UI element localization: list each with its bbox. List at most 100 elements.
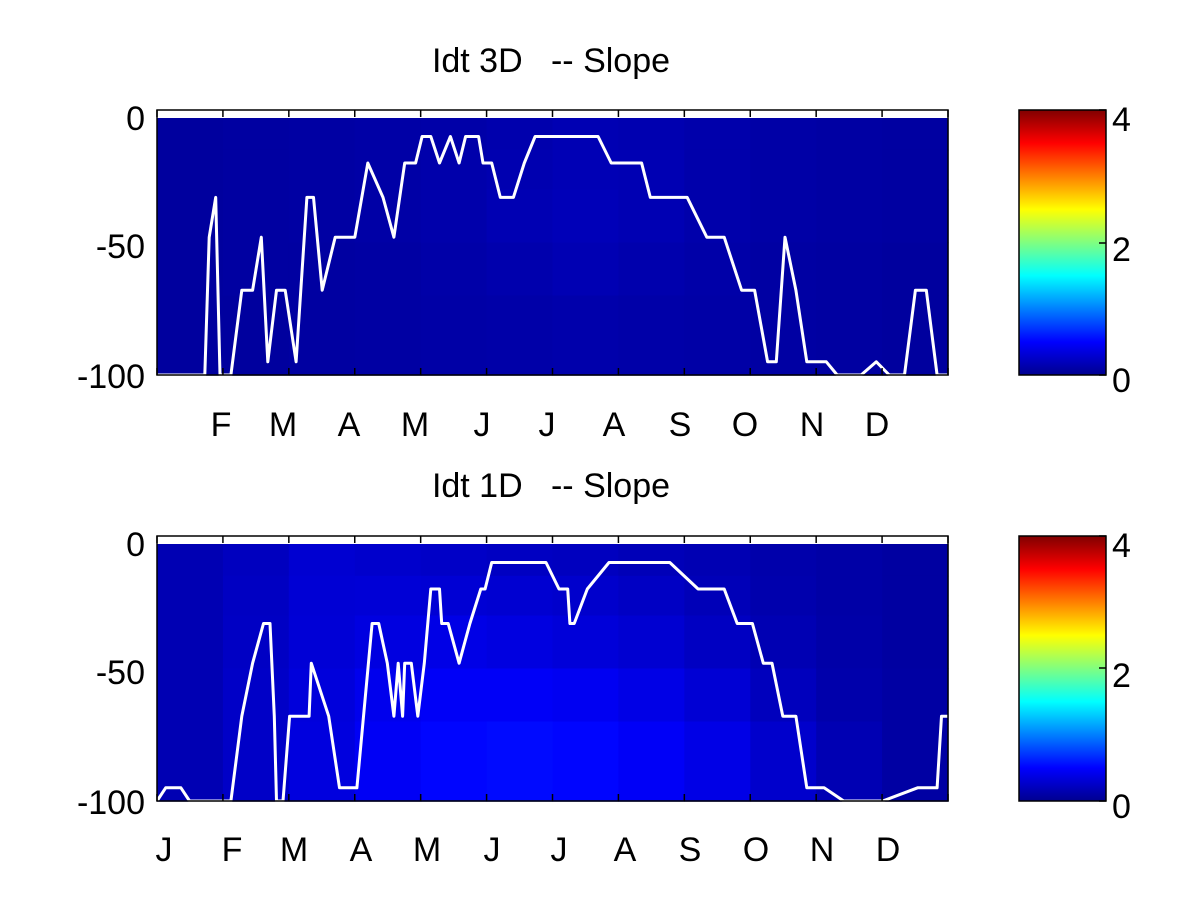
heatmap-cell (882, 544, 949, 577)
x-tick-label: J (551, 831, 568, 869)
heatmap-cell (354, 295, 422, 376)
heatmap-cell (222, 615, 290, 670)
heatmap-cell (750, 615, 817, 670)
heatmap-cell (882, 295, 949, 376)
x-tick-marks (156, 110, 949, 375)
heatmap-cell (618, 575, 685, 617)
heatmap-cell (750, 544, 817, 577)
heatmap-cell (420, 544, 488, 577)
x-tick-label: M (280, 831, 308, 869)
x-tick-label: D (865, 406, 890, 444)
x-tick-label: N (810, 831, 835, 869)
colorbar-tick-label: 2 (1112, 657, 1131, 695)
x-tick-label: J (474, 406, 491, 444)
heatmap-cell (684, 721, 751, 802)
heatmap-cell (157, 544, 224, 577)
heatmap-cell (157, 242, 224, 297)
heatmap-cell (486, 615, 554, 670)
heatmap-cell (618, 118, 685, 151)
heatmap-cell (486, 668, 554, 723)
colorbar-tick-label: 0 (1112, 362, 1131, 400)
heatmap-cell (552, 721, 619, 802)
y-tick-label: -50 (96, 654, 145, 692)
heatmap-cell (486, 242, 554, 297)
y-tick-label: 0 (126, 100, 145, 138)
heatmap-cell (288, 149, 356, 191)
x-tick-label: S (679, 831, 702, 869)
heatmap-cell (222, 544, 290, 577)
heatmap-cell (157, 295, 224, 376)
heatmap-cell (288, 118, 356, 151)
heatmap-cell (882, 118, 949, 151)
x-tick-label: F (222, 831, 243, 869)
top-panel-idt-3d: Idt 3D -- Slope 0 -50 -100 F M A M J J A… (77, 42, 1131, 444)
x-tick-label: A (350, 831, 373, 869)
heatmap-cell (684, 575, 751, 617)
colorbar-tick-label: 4 (1112, 101, 1131, 139)
heatmap-cell (750, 295, 817, 376)
heatmap-cell (420, 668, 488, 723)
heatmap-cell (354, 118, 422, 151)
heatmap-cell (816, 189, 883, 244)
heatmap-cell (816, 544, 883, 577)
y-tick-label: -100 (77, 358, 145, 396)
heatmap-cell (288, 575, 356, 617)
x-tick-label: J (484, 831, 501, 869)
heatmap-cell (420, 721, 488, 802)
heatmap-cell (288, 721, 356, 802)
heatmap-cell (486, 189, 554, 244)
heatmap-cell (157, 149, 224, 191)
heatmap-cell (354, 242, 422, 297)
heatmap-cell (552, 295, 619, 376)
x-tick-label: M (413, 831, 441, 869)
heatmap-cell (486, 575, 554, 617)
heatmap-cell (552, 189, 619, 244)
heatmap-cell (222, 118, 290, 151)
heatmap-cell (486, 721, 554, 802)
heatmap-cell (552, 544, 619, 577)
heatmap-cell (882, 575, 949, 617)
heatmap-cell (618, 615, 685, 670)
y-tick-label: -100 (77, 784, 145, 822)
x-tick-label: D (876, 831, 901, 869)
heatmap-cell (420, 242, 488, 297)
heatmap-cell (750, 189, 817, 244)
heatmap-cell (750, 575, 817, 617)
bottom-panel-idt-1d: Idt 1D -- Slope 0 -50 -100 J F M A M J J… (77, 467, 1131, 869)
heatmap-cell (618, 668, 685, 723)
chart-title: Idt 3D -- Slope (432, 42, 670, 80)
heatmap-cell (552, 118, 619, 151)
heatmap-cell (552, 615, 619, 670)
heatmap-cell (684, 118, 751, 151)
heatmap-cell (618, 544, 685, 577)
heatmap-cell (684, 149, 751, 191)
heatmap-cell (882, 189, 949, 244)
heatmap-cell (157, 721, 224, 802)
heatmap-cell (618, 295, 685, 376)
colorbar-tick-label: 2 (1112, 231, 1131, 269)
heatmap-cell (684, 668, 751, 723)
heatmap-cell (552, 668, 619, 723)
heatmap-cell (354, 575, 422, 617)
y-tick-label: 0 (126, 526, 145, 564)
heatmap-cell (552, 242, 619, 297)
heatmap-cell (354, 544, 422, 577)
heatmap-cell (157, 118, 224, 151)
heatmap-cells (157, 118, 949, 376)
heatmap-cell (816, 149, 883, 191)
colorbar-tick-label: 4 (1112, 527, 1131, 565)
heatmap-cell (684, 544, 751, 577)
x-tick-label: N (800, 406, 825, 444)
heatmap-cell (486, 118, 554, 151)
heatmap-cell (222, 149, 290, 191)
heatmap-cell (157, 575, 224, 617)
x-tick-label: A (603, 406, 626, 444)
x-tick-label: O (732, 406, 758, 444)
depth-line (157, 135, 948, 377)
colorbar-tick-label: 0 (1112, 788, 1131, 826)
x-tick-label: M (401, 406, 429, 444)
x-tick-marks (156, 536, 949, 801)
heatmap-cell (420, 295, 488, 376)
heatmap-cell (816, 615, 883, 670)
